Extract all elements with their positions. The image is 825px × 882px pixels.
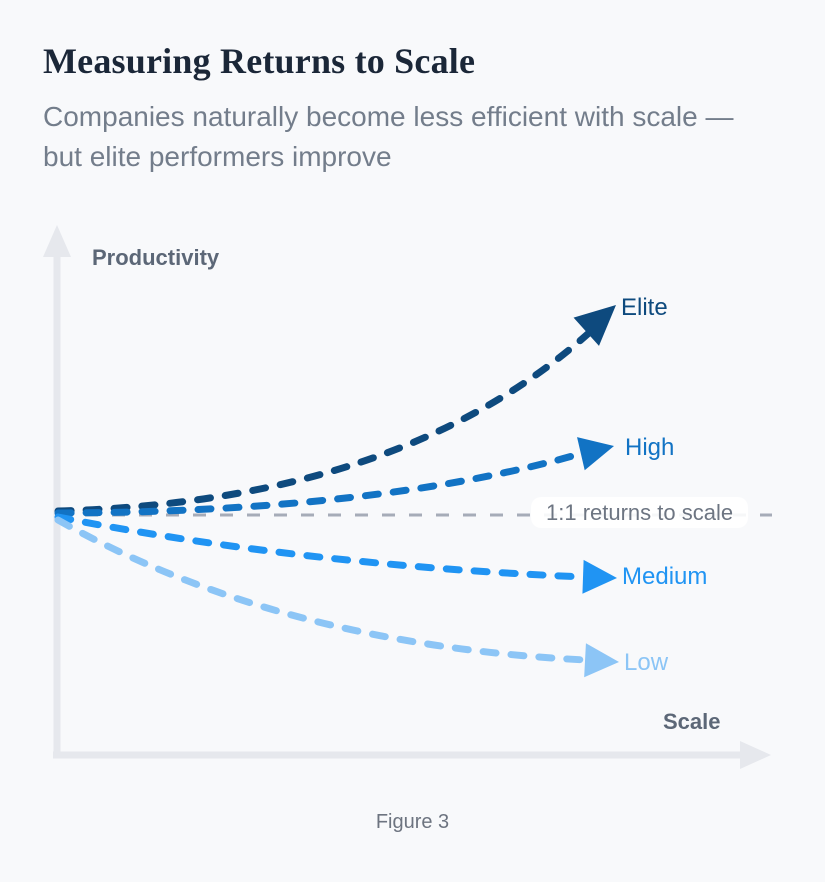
series-label-high: High — [625, 434, 675, 461]
y-axis-arrowhead-icon — [43, 225, 71, 257]
arrowhead-medium-icon — [582, 559, 617, 594]
series-label-low: Low — [624, 649, 669, 676]
curve-low — [54, 516, 590, 664]
curve-high — [54, 449, 587, 517]
y-axis-label: Productivity — [92, 245, 220, 270]
x-axis-label: Scale — [663, 709, 721, 734]
baseline-label: 1:1 returns to scale — [531, 497, 749, 528]
arrowhead-low-icon — [584, 643, 619, 678]
figure-title: Measuring Returns to Scale — [43, 41, 476, 81]
curve-elite — [54, 328, 594, 515]
arrowhead-elite-icon — [573, 305, 616, 346]
x-axis-arrowhead-icon — [740, 741, 771, 769]
arrowhead-high-icon — [577, 437, 614, 471]
figure-subtitle: Companies naturally become less efficien… — [43, 101, 734, 172]
series-label-elite: Elite — [621, 294, 668, 321]
curve-medium — [54, 513, 588, 581]
series-label-medium: Medium — [622, 563, 708, 590]
figure-caption: Figure 3 — [375, 811, 450, 833]
